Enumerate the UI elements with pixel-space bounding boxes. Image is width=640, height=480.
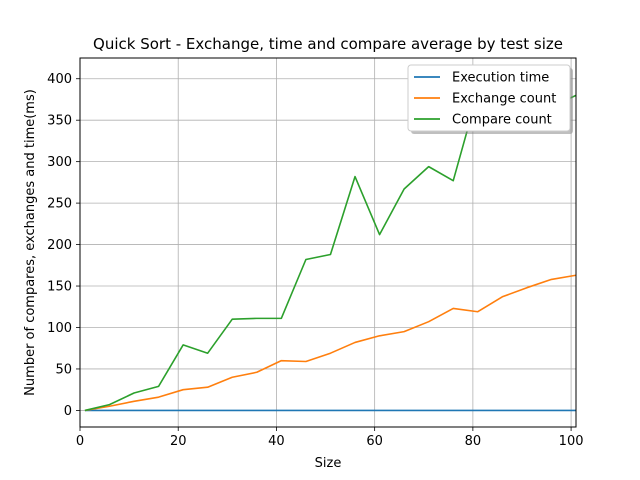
x-tick-label: 80 [465,434,482,449]
y-tick-label: 400 [47,72,72,87]
y-axis-label: Number of compares, exchanges and time(m… [23,89,38,396]
y-tick-label: 50 [55,362,72,377]
axes-frame [79,57,577,428]
y-tick-label: 300 [47,155,72,170]
y-tick-label: 0 [64,404,72,419]
x-tick-label: 100 [559,434,584,449]
legend-label: Compare count [452,113,552,128]
legend-box [407,64,571,132]
x-tick-label: 0 [76,434,84,449]
chart-title: Quick Sort - Exchange, time and compare … [93,35,563,53]
x-tick-label: 60 [366,434,383,449]
legend-label: Execution time [452,71,549,86]
series-line-exchange-count [84,274,576,412]
y-tick-label: 150 [47,280,72,295]
x-tick-label: 20 [170,434,187,449]
y-tick-label: 250 [47,197,72,212]
legend-label: Exchange count [452,92,556,107]
x-axis-label: Size [315,456,342,471]
y-tick-label: 350 [47,114,72,129]
y-tick-label: 200 [47,238,72,253]
y-tick-label: 100 [47,321,72,336]
x-tick-label: 40 [268,434,285,449]
axis-ticks: 0 20 40 60 80 100 0 50 100 150 200 250 300 350 400 [47,72,583,449]
grid [79,58,576,427]
legend: Execution time Exchange count Compare coun… [407,64,573,134]
